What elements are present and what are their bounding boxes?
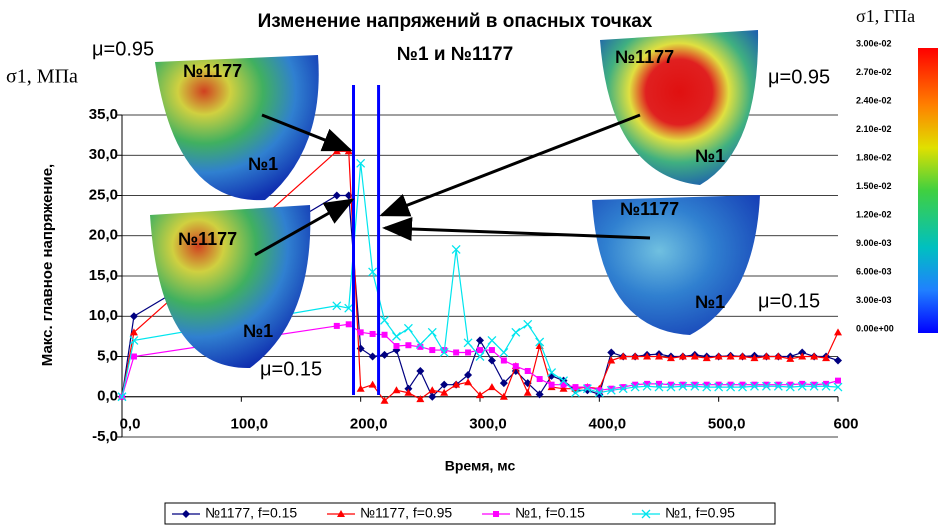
point [476, 336, 484, 344]
point [549, 382, 555, 388]
colorbar-tick-label: 9.00e-03 [856, 238, 892, 248]
point [429, 347, 435, 353]
point [453, 349, 459, 355]
y-tick-label: 10,0 [89, 307, 118, 324]
point [500, 348, 508, 356]
x-axis-label: Время, мс [445, 458, 516, 474]
y-tick-label: 15,0 [89, 267, 118, 284]
colorbar-label: σ1, ГПа [856, 6, 915, 26]
chart-title: Изменение напряжений в опасных точках [258, 11, 653, 32]
point [382, 332, 388, 338]
point [416, 367, 424, 375]
point [524, 389, 532, 396]
point [488, 357, 496, 365]
point [834, 328, 842, 335]
legend-label: №1177, f=0.95 [360, 505, 452, 521]
point [428, 328, 436, 336]
y-tick-label: 35,0 [89, 106, 118, 123]
annotation: №1 [243, 321, 273, 341]
annotation: №1177 [620, 199, 679, 219]
point [416, 395, 424, 402]
point [393, 343, 399, 349]
point [381, 351, 389, 359]
chart-title: №1 и №1177 [397, 44, 513, 65]
point [501, 358, 507, 364]
point [493, 511, 499, 517]
point [477, 347, 483, 353]
point [656, 381, 662, 387]
point [488, 336, 496, 344]
colorbar-tick-label: 2.70e-02 [856, 67, 892, 77]
y-tick-label: 25,0 [89, 186, 118, 203]
point [130, 312, 138, 320]
chart: Изменение напряжений в опасных точках №1… [0, 0, 944, 527]
x-tick-label: 0,0 [120, 416, 141, 433]
annotation: №1 [695, 292, 725, 312]
x-tick-label: 200,0 [350, 416, 388, 433]
legend-label: №1177, f=0.15 [205, 505, 297, 521]
point [370, 331, 376, 337]
point [512, 328, 520, 336]
x-tick-label: 100,0 [231, 416, 269, 433]
annotation: №1177 [178, 229, 237, 249]
annotation: μ=0.95 [92, 38, 154, 60]
point [537, 376, 543, 382]
colorbar-tick-label: 6.00e-03 [856, 266, 892, 276]
point [392, 386, 400, 393]
point [489, 347, 495, 353]
legend-label: №1, f=0.95 [665, 505, 735, 521]
y-tick-label: 5,0 [97, 347, 118, 364]
y-unit: σ1, МПа [6, 66, 78, 88]
colorbar-tick-label: 1.80e-02 [856, 152, 892, 162]
colorbar-tick-label: 1.20e-02 [856, 209, 892, 219]
point [835, 378, 841, 384]
annotation: №1177 [615, 47, 674, 67]
colorbar-tick-label: 2.40e-02 [856, 95, 892, 105]
x-tick-label: 400,0 [589, 416, 627, 433]
x-tick-label: 500,0 [708, 416, 746, 433]
colorbar-tick-label: 2.10e-02 [856, 124, 892, 134]
point [524, 320, 532, 328]
point [357, 344, 365, 352]
point [131, 354, 137, 360]
point [404, 324, 412, 332]
point [392, 332, 400, 340]
legend-label: №1, f=0.15 [515, 505, 585, 521]
point [369, 353, 377, 361]
point [381, 316, 389, 324]
colorbar [918, 48, 938, 333]
y-tick-label: -5,0 [92, 428, 118, 445]
annotation: №1 [248, 154, 278, 174]
point [405, 342, 411, 348]
point [464, 378, 472, 385]
point [572, 384, 578, 390]
point [834, 357, 842, 365]
x-tick-label: 600 [833, 416, 858, 433]
point [333, 192, 341, 200]
legend: №1177, f=0.15 №1177, f=0.95 №1, f=0.15 №1, … [165, 503, 775, 524]
colorbar-tick-label: 1.50e-02 [856, 181, 892, 191]
point [369, 381, 377, 388]
point [334, 323, 340, 329]
y-tick-label: 0,0 [97, 388, 118, 405]
y-tick-label: 30,0 [89, 146, 118, 163]
point [358, 329, 364, 335]
point [525, 368, 531, 374]
point [513, 363, 519, 369]
colorbar-tick-label: 0.00e+00 [856, 323, 894, 333]
x-tick-label: 300,0 [469, 416, 507, 433]
annotation: μ=0.95 [768, 66, 830, 88]
annotation: μ=0.15 [758, 290, 820, 312]
point [488, 383, 496, 390]
annotation: μ=0.15 [260, 358, 322, 380]
annotation: №1177 [183, 61, 242, 81]
point [607, 348, 615, 356]
colorbar-tick-label: 3.00e-02 [856, 38, 892, 48]
point [346, 321, 352, 327]
y-axis-label: Макс. главное напряжение, [39, 164, 56, 366]
colorbar-tick-label: 3.00e-03 [856, 295, 892, 305]
y-tick-label: 20,0 [89, 227, 118, 244]
point [465, 349, 471, 355]
annotation: №1 [695, 146, 725, 166]
